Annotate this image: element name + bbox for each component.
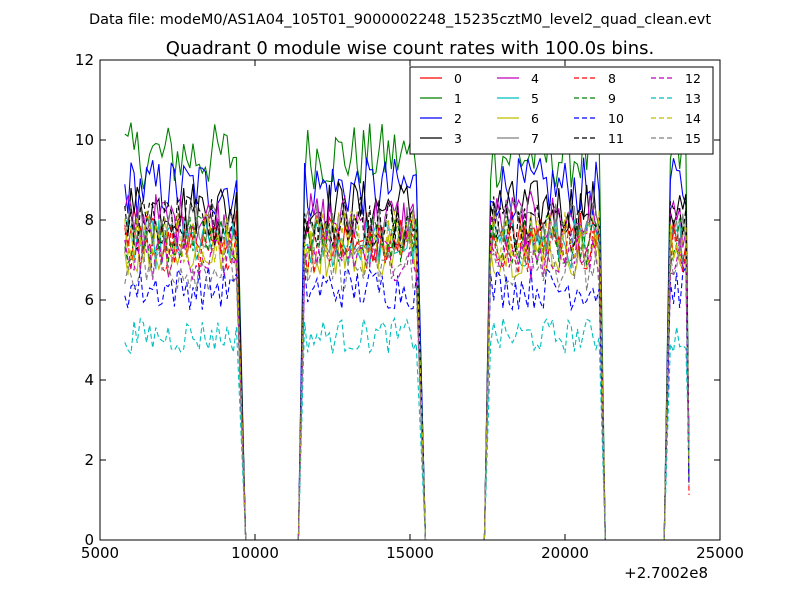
chart-title: Quadrant 0 module wise count rates with … [166, 38, 655, 59]
legend-label: 2 [454, 111, 462, 126]
series-line-12 [124, 230, 690, 541]
legend-label: 5 [531, 91, 539, 106]
legend-label: 15 [685, 131, 701, 146]
y-tick-label: 4 [84, 371, 94, 389]
legend-label: 11 [608, 131, 624, 146]
legend-label: 1 [454, 91, 462, 106]
legend-label: 3 [454, 131, 462, 146]
legend-label: 10 [608, 111, 624, 126]
series-line-6 [124, 229, 690, 541]
y-tick-label: 12 [75, 51, 94, 69]
x-tick-label: 15000 [386, 544, 434, 562]
x-tick-label: 10000 [231, 544, 279, 562]
series-line-14 [124, 210, 690, 541]
series-line-2 [124, 157, 690, 541]
x-tick-label: 25000 [696, 544, 744, 562]
y-tick-label: 2 [84, 451, 94, 469]
y-tick-label: 10 [75, 131, 94, 149]
x-tick-label: 20000 [541, 544, 589, 562]
y-tick-label: 6 [84, 291, 94, 309]
series-line-10 [124, 266, 690, 541]
legend-frame [409, 66, 714, 155]
legend-label: 12 [685, 71, 701, 86]
legend-label: 14 [685, 111, 701, 126]
series-line-11 [124, 195, 690, 541]
legend-label: 7 [531, 131, 539, 146]
series-layer [124, 122, 690, 541]
legend-label: 9 [608, 91, 616, 106]
legend-label: 8 [608, 71, 616, 86]
series-line-13 [124, 316, 690, 541]
y-tick-label: 8 [84, 211, 94, 229]
legend-label: 6 [531, 111, 539, 126]
legend-label: 0 [454, 71, 462, 86]
y-tick-label: 0 [84, 531, 94, 549]
legend-label: 13 [685, 91, 701, 106]
x-offset-label: +2.7002e8 [624, 564, 708, 582]
legend-label: 4 [531, 71, 539, 86]
series-line-15 [124, 243, 690, 541]
data-file-label: Data file: modeM0/AS1A04_105T01_90000022… [89, 12, 711, 28]
x-tick-label: 5000 [81, 544, 119, 562]
